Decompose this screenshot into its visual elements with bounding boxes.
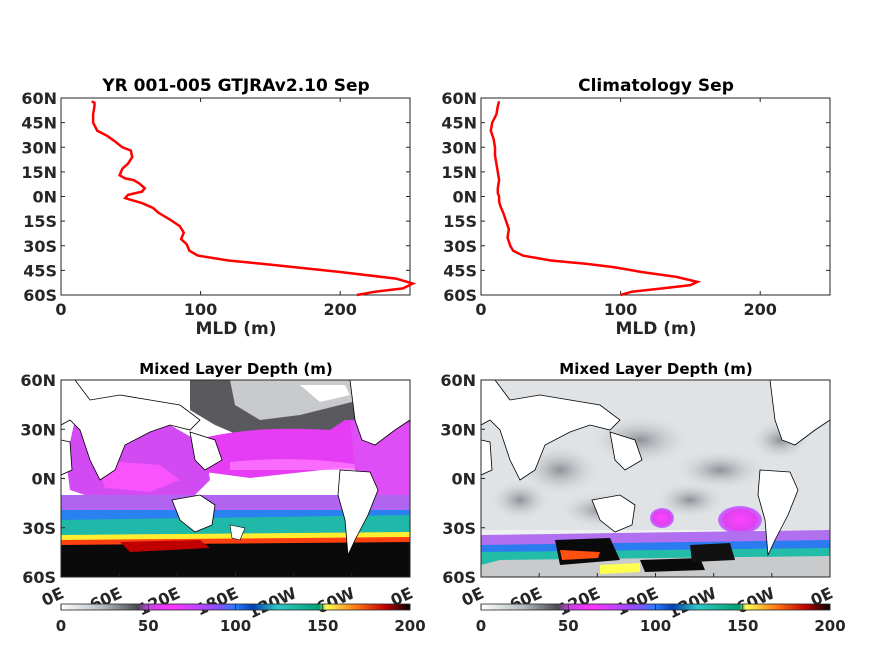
map-xtick-label: 120E xyxy=(555,583,603,619)
map-panel-right: Mixed Layer Depth (m) xyxy=(440,360,845,635)
map-ytick-label: 30N xyxy=(20,420,56,439)
map-xtick-label: 180E xyxy=(613,583,661,619)
xtick-label: 100 xyxy=(604,300,637,319)
map-panel-left: Mixed Layer Depth (m) xyxy=(20,360,425,635)
profile-right-series-line xyxy=(489,100,702,297)
ytick-label: 60N xyxy=(441,89,477,108)
ytick-label: 45N xyxy=(441,114,477,133)
map-right-field xyxy=(481,380,830,577)
ytick-label: 15N xyxy=(441,163,477,182)
xtick-label: 100 xyxy=(184,300,217,319)
ytick-label: 60S xyxy=(23,286,57,305)
ytick-label: 60S xyxy=(443,286,477,305)
colorbar-tick-label: 200 xyxy=(814,617,845,635)
ytick-label: 0N xyxy=(452,188,477,207)
ytick-label: 30S xyxy=(443,237,477,256)
xtick-label: 200 xyxy=(323,300,356,319)
profile-right-axes-box xyxy=(480,97,831,296)
colorbar-tick-label: 100 xyxy=(220,617,251,635)
map-xtick-label: 120E xyxy=(135,583,183,619)
profile-right-xlabel: MLD (m) xyxy=(615,319,696,339)
map-ytick-label: 60N xyxy=(20,371,56,390)
ytick-label: 45S xyxy=(443,261,477,280)
xtick-label: 0 xyxy=(475,300,486,319)
colorbar-tick-label: 200 xyxy=(394,617,425,635)
map-right-title: Mixed Layer Depth (m) xyxy=(559,360,752,378)
colorbar-tick-label: 0 xyxy=(476,617,486,635)
colorbar-tick-label: 150 xyxy=(307,617,338,635)
map-ytick-label: 0N xyxy=(451,470,476,489)
profile-left-axes-box xyxy=(60,97,411,296)
colorbar-tick-label: 50 xyxy=(558,617,579,635)
map-xtick-label: 60W xyxy=(733,583,778,617)
ytick-label: 15S xyxy=(23,212,57,231)
profile-left-series-line xyxy=(91,100,417,297)
map-ytick-label: 30S xyxy=(22,519,56,538)
map-ytick-label: 30S xyxy=(442,519,476,538)
ytick-label: 0N xyxy=(32,188,57,207)
map-ytick-label: 0N xyxy=(31,470,56,489)
ytick-label: 30N xyxy=(441,138,477,157)
colorbar-tick-label: 0 xyxy=(56,617,66,635)
map-ytick-label: 60N xyxy=(440,371,476,390)
map-left-title: Mixed Layer Depth (m) xyxy=(139,360,332,378)
ytick-label: 60N xyxy=(21,89,57,108)
map-right-colorbar-ticks: 0 50 100 150 200 xyxy=(476,604,846,635)
ytick-label: 30N xyxy=(21,138,57,157)
map-xtick-label: 180E xyxy=(193,583,241,619)
map-left-colorbar-ticks: 0 50 100 150 200 xyxy=(56,604,426,635)
profile-panel-left: YR 001-005 GTJRAv2.10 Sep 60N 45N 30N 15N 0N… xyxy=(21,76,417,339)
colorbar-tick-label: 50 xyxy=(138,617,159,635)
map-ytick-label: 60S xyxy=(442,568,476,587)
map-ytick-label: 30N xyxy=(440,420,476,439)
map-ytick-label: 60S xyxy=(22,568,56,587)
ytick-label: 30S xyxy=(23,237,57,256)
map-left-field xyxy=(61,380,410,577)
ytick-label: 15N xyxy=(21,163,57,182)
colorbar-tick-label: 150 xyxy=(727,617,758,635)
xtick-label: 200 xyxy=(743,300,776,319)
map-xtick-label: 60W xyxy=(313,583,358,617)
profile-left-title: YR 001-005 GTJRAv2.10 Sep xyxy=(101,76,369,96)
ytick-label: 15S xyxy=(443,212,477,231)
map-xtick-label: 120W xyxy=(245,583,300,622)
profile-panel-right: Climatology Sep 60N45N30N15N0N15S30S45S6… xyxy=(441,76,831,339)
ytick-label: 45S xyxy=(23,261,57,280)
profile-left-xlabel: MLD (m) xyxy=(195,319,276,339)
ytick-label: 45N xyxy=(21,114,57,133)
map-xtick-label: 120W xyxy=(665,583,720,622)
profile-right-title: Climatology Sep xyxy=(578,76,734,96)
colorbar-tick-label: 100 xyxy=(640,617,671,635)
xtick-label: 0 xyxy=(55,300,66,319)
